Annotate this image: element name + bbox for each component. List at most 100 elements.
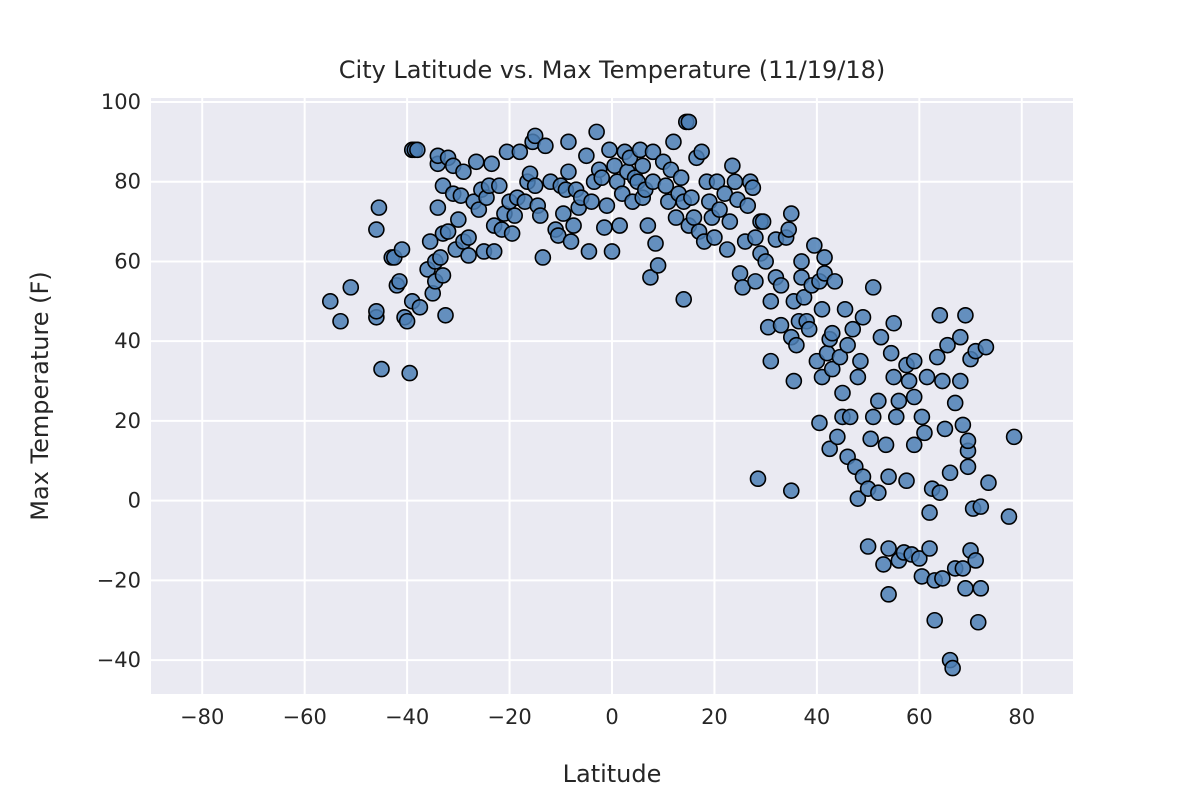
data-point [934,372,951,390]
y-tick-label: 20 [114,409,141,433]
data-point [823,324,841,342]
data-point [603,243,621,260]
data-point [823,360,841,378]
data-point [885,368,903,386]
data-point [757,253,774,270]
y-tick-label: 60 [114,249,141,273]
data-point [747,273,764,290]
data-point [596,219,613,236]
data-point [816,249,833,266]
data-point [731,265,749,282]
data-point [565,217,582,234]
data-point [913,408,931,426]
data-point [693,143,710,161]
data-point [967,552,984,569]
x-tick-label: −80 [180,705,224,729]
x-tick-label: 60 [906,705,933,729]
data-point [772,277,790,294]
y-tick-label: −40 [97,648,141,672]
data-point [880,586,897,603]
data-point [460,247,477,264]
data-point [506,207,523,224]
data-point [332,312,349,330]
data-point [934,570,951,587]
data-point [972,498,990,515]
data-point [503,225,521,242]
data-point [921,540,938,557]
data-point [483,155,500,173]
data-point [450,211,467,228]
x-tick-label: −40 [385,705,429,729]
data-point [936,420,954,438]
data-point [972,580,990,597]
data-point [829,428,846,446]
data-point [785,372,803,390]
data-point [593,169,611,187]
data-point [782,205,800,222]
data-point [711,201,728,218]
data-point [754,213,772,230]
data-point [321,293,339,310]
data-point [852,352,869,370]
data-point [946,394,964,412]
data-point [854,308,872,326]
data-point [437,306,454,324]
data-point [683,189,700,206]
data-point [744,179,762,196]
x-tick-label: 20 [701,705,728,729]
data-point [432,249,449,266]
data-point [373,360,390,378]
data-point [772,316,790,334]
data-point [511,143,529,161]
data-point [813,300,831,318]
data-point [762,352,780,370]
data-point [747,229,764,246]
data-point [649,257,667,274]
data-point [368,302,385,320]
data-point [880,468,897,486]
data-point [531,207,549,224]
data-point [859,538,877,555]
data-point [952,372,969,390]
data-point [555,205,572,222]
data-point [795,289,813,306]
data-point [409,141,426,159]
data-point [562,233,580,250]
data-point [931,306,949,324]
data-point [977,338,995,356]
y-tick-label: 100 [101,90,141,114]
data-point [639,217,657,234]
data-point [952,328,969,346]
data-point [1005,428,1023,446]
data-point [1000,508,1018,525]
data-point [485,243,503,260]
data-point [780,221,798,238]
data-point [560,163,577,181]
data-point [708,173,726,191]
data-point [905,388,923,406]
data-point [844,320,862,338]
data-point [706,229,723,246]
data-point [788,336,805,354]
data-point [434,267,452,284]
data-point [826,273,844,290]
data-point [601,141,618,159]
data-point [470,201,488,218]
data-point [887,408,905,426]
data-point [882,344,900,362]
data-point [969,613,987,631]
x-tick-label: 40 [804,705,831,729]
data-point [429,199,447,216]
data-point [526,127,544,145]
data-point [957,580,974,597]
x-tick-label: −60 [283,705,327,729]
chart-title: City Latitude vs. Max Temperature (11/19… [339,56,885,84]
data-point [836,300,854,318]
data-point [900,372,918,390]
y-tick-label: 0 [128,489,141,513]
data-point [864,279,882,296]
data-point [916,424,933,442]
data-point [393,241,411,258]
data-point [368,221,385,238]
